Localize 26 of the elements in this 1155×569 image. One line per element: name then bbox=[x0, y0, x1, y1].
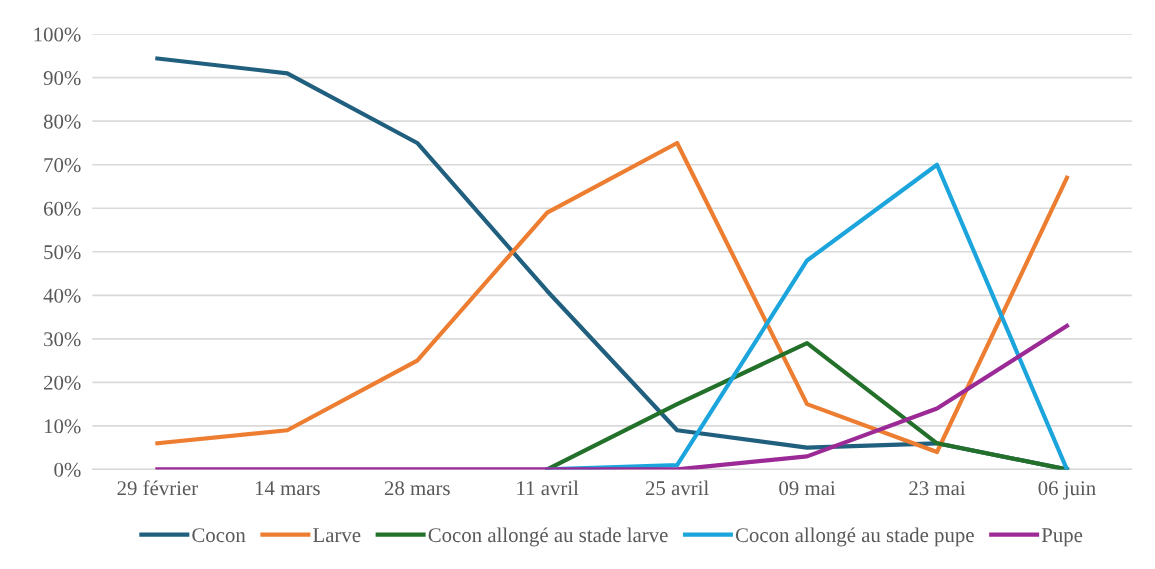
y-tick-label: 50% bbox=[44, 245, 81, 260]
line-series bbox=[155, 140, 1070, 455]
x-tick-label: 09 mai bbox=[779, 481, 836, 496]
x-tick-label: 23 mai bbox=[909, 481, 966, 496]
legend-label: Pupe bbox=[1041, 528, 1083, 547]
line-series bbox=[155, 323, 1070, 470]
x-tick-label: 11 avril bbox=[517, 480, 579, 496]
y-tick-label: 30% bbox=[44, 332, 81, 347]
x-tick-label: 14 mars bbox=[255, 481, 320, 496]
x-tick-label: 06 juin bbox=[1038, 481, 1096, 500]
y-tick-label: 10% bbox=[44, 419, 81, 434]
y-tick-label: 0% bbox=[54, 462, 81, 477]
x-tick-label: 25 avril bbox=[645, 480, 709, 496]
y-tick-label: 20% bbox=[44, 375, 81, 390]
x-tick-label: 28 mars bbox=[384, 481, 450, 496]
legend-label: Larve bbox=[313, 528, 361, 543]
legend-label: Cocon bbox=[192, 528, 246, 543]
y-tick-label: 80% bbox=[43, 114, 81, 129]
y-tick-label: 100% bbox=[34, 27, 81, 42]
y-tick-label: 70% bbox=[44, 158, 81, 173]
y-tick-label: 60% bbox=[44, 201, 81, 216]
legend-label: Cocon allongé au stade pupe bbox=[735, 527, 974, 547]
x-tick-label: 29 février bbox=[117, 480, 198, 496]
legend-label: Cocon allongé au stade larve bbox=[428, 527, 668, 547]
y-tick-label: 40% bbox=[43, 288, 81, 303]
y-tick-label: 90% bbox=[43, 71, 81, 86]
